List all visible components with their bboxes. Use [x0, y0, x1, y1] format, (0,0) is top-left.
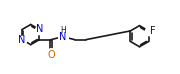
- Text: F: F: [150, 26, 156, 36]
- Text: N: N: [36, 24, 43, 34]
- Text: N: N: [59, 32, 67, 42]
- Text: H: H: [60, 26, 66, 35]
- Text: N: N: [18, 35, 25, 45]
- Text: O: O: [47, 50, 55, 60]
